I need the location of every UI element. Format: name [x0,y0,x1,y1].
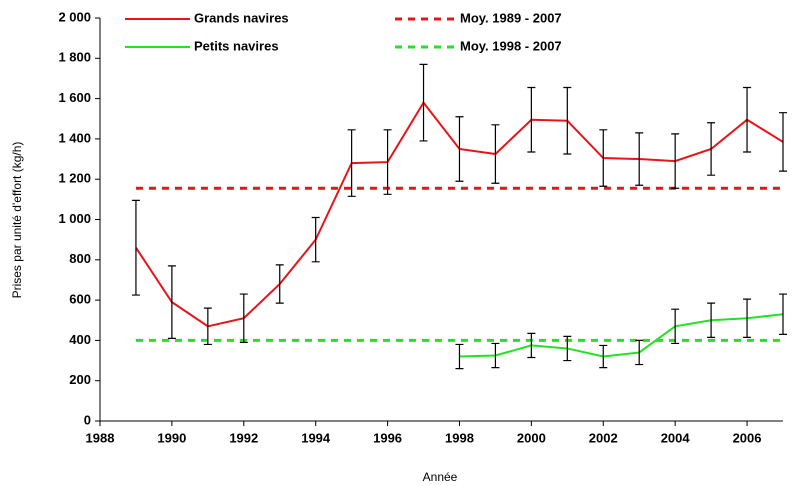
x-axis-label: Année [423,470,458,484]
error-bar [743,298,752,338]
legend-label: Petits navires [194,38,279,53]
x-tick-label: 1998 [445,430,474,445]
error-bar [455,343,464,370]
x-tick-label: 2004 [661,430,691,445]
error-bar [383,129,392,195]
error-bar [635,132,644,186]
error-bar [563,335,572,362]
error-bar [311,216,320,263]
y-tick-label: 2 000 [58,9,91,24]
error-bar [491,124,500,184]
y-tick-label: 200 [69,372,91,387]
y-tick-label: 800 [69,251,91,266]
x-tick-label: 2002 [589,430,618,445]
x-tick-label: 1988 [86,430,115,445]
error-bar [599,344,608,369]
y-tick-label: 1 400 [58,130,91,145]
error-bar [635,339,644,366]
error-bar [239,293,248,344]
error-bar [491,342,500,369]
error-bar [419,63,428,142]
error-bar [779,112,787,172]
y-axis-label: Prises par unité d'effort (kg/h) [10,142,24,299]
legend-label: Moy. 1998 - 2007 [460,38,562,53]
legend-label: Grands navires [194,10,289,25]
series-line [459,313,784,358]
error-bar [563,86,572,155]
error-bar [707,122,716,176]
error-bar [527,332,536,359]
x-tick-label: 1990 [157,430,186,445]
x-tick-label: 1996 [373,430,402,445]
error-bar [527,86,536,153]
legend-label: Moy. 1989 - 2007 [460,10,562,25]
y-tick-label: 600 [69,292,91,307]
x-tick-label: 1994 [301,430,331,445]
error-bar [203,307,212,346]
error-bar [275,264,284,304]
error-bar [599,129,608,187]
y-tick-label: 400 [69,332,91,347]
error-bar [671,133,680,189]
error-bar [167,265,176,339]
error-bar [347,129,356,197]
error-bar [131,199,140,296]
error-bar [455,116,464,182]
x-tick-label: 2006 [733,430,762,445]
y-tick-label: 1 000 [58,211,91,226]
error-bar [779,293,787,335]
error-bar [743,86,752,153]
y-tick-label: 1 800 [58,50,91,65]
x-tick-label: 1992 [229,430,258,445]
y-tick-label: 1 600 [58,90,91,105]
x-tick-label: 2000 [517,430,546,445]
y-tick-label: 0 [84,412,91,427]
y-tick-label: 1 200 [58,171,91,186]
error-bar [671,308,680,345]
error-bar [707,302,716,338]
